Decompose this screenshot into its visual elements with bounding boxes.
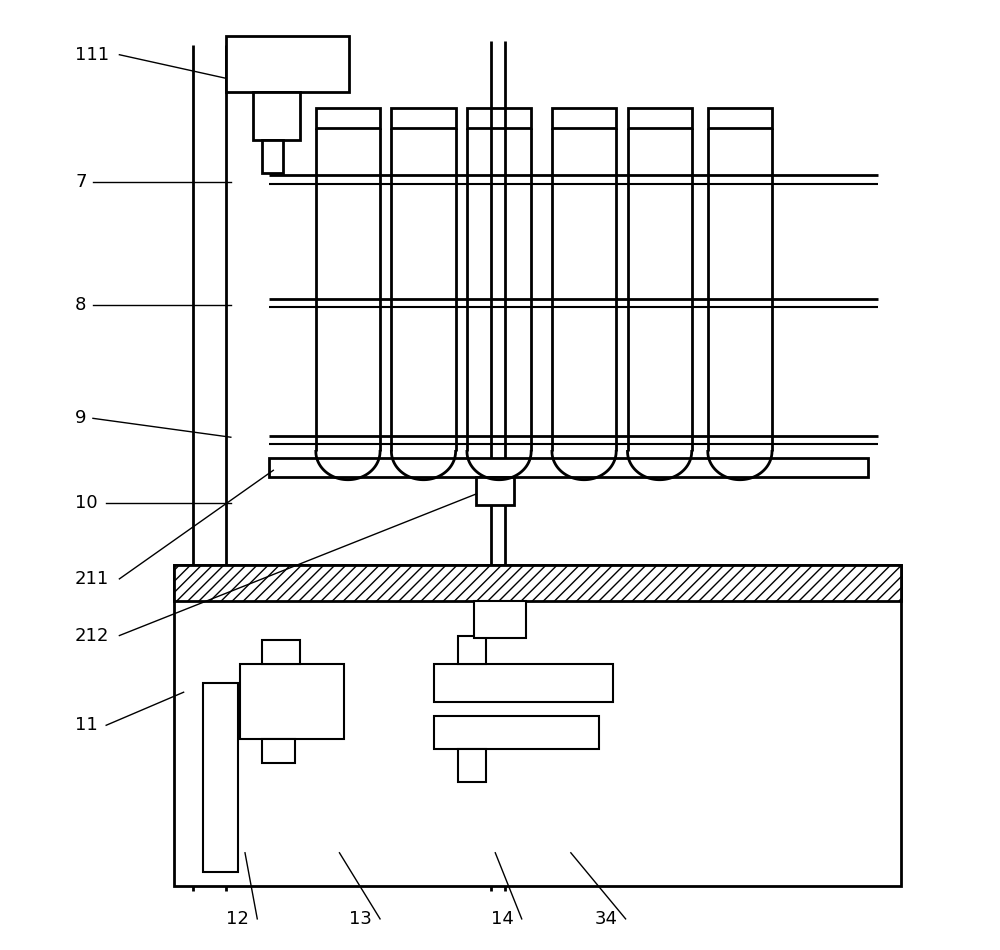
- Bar: [552, 107, 616, 128]
- Bar: [174, 564, 901, 885]
- Text: 9: 9: [75, 409, 87, 428]
- Bar: [262, 739, 295, 763]
- Bar: [316, 107, 380, 128]
- Text: 212: 212: [75, 627, 109, 644]
- Text: 34: 34: [594, 910, 617, 928]
- Bar: [458, 749, 486, 782]
- Bar: [226, 36, 349, 92]
- Bar: [174, 564, 901, 600]
- Bar: [434, 716, 599, 749]
- Bar: [262, 640, 300, 664]
- Bar: [708, 107, 772, 128]
- Text: 12: 12: [226, 910, 249, 928]
- Bar: [434, 664, 613, 702]
- Text: 8: 8: [75, 296, 86, 314]
- Bar: [628, 107, 692, 128]
- Bar: [474, 600, 526, 638]
- Text: 13: 13: [349, 910, 372, 928]
- Text: 211: 211: [75, 570, 109, 588]
- Bar: [262, 140, 283, 173]
- Text: 10: 10: [75, 494, 98, 512]
- Bar: [458, 636, 486, 664]
- Bar: [391, 107, 456, 128]
- Bar: [253, 92, 300, 140]
- Bar: [240, 664, 344, 739]
- Bar: [476, 477, 514, 505]
- Bar: [202, 683, 238, 872]
- Bar: [467, 107, 531, 128]
- Bar: [269, 458, 868, 477]
- Text: 11: 11: [75, 716, 98, 734]
- Text: 14: 14: [491, 910, 513, 928]
- Text: 111: 111: [75, 46, 109, 64]
- Text: 7: 7: [75, 173, 87, 191]
